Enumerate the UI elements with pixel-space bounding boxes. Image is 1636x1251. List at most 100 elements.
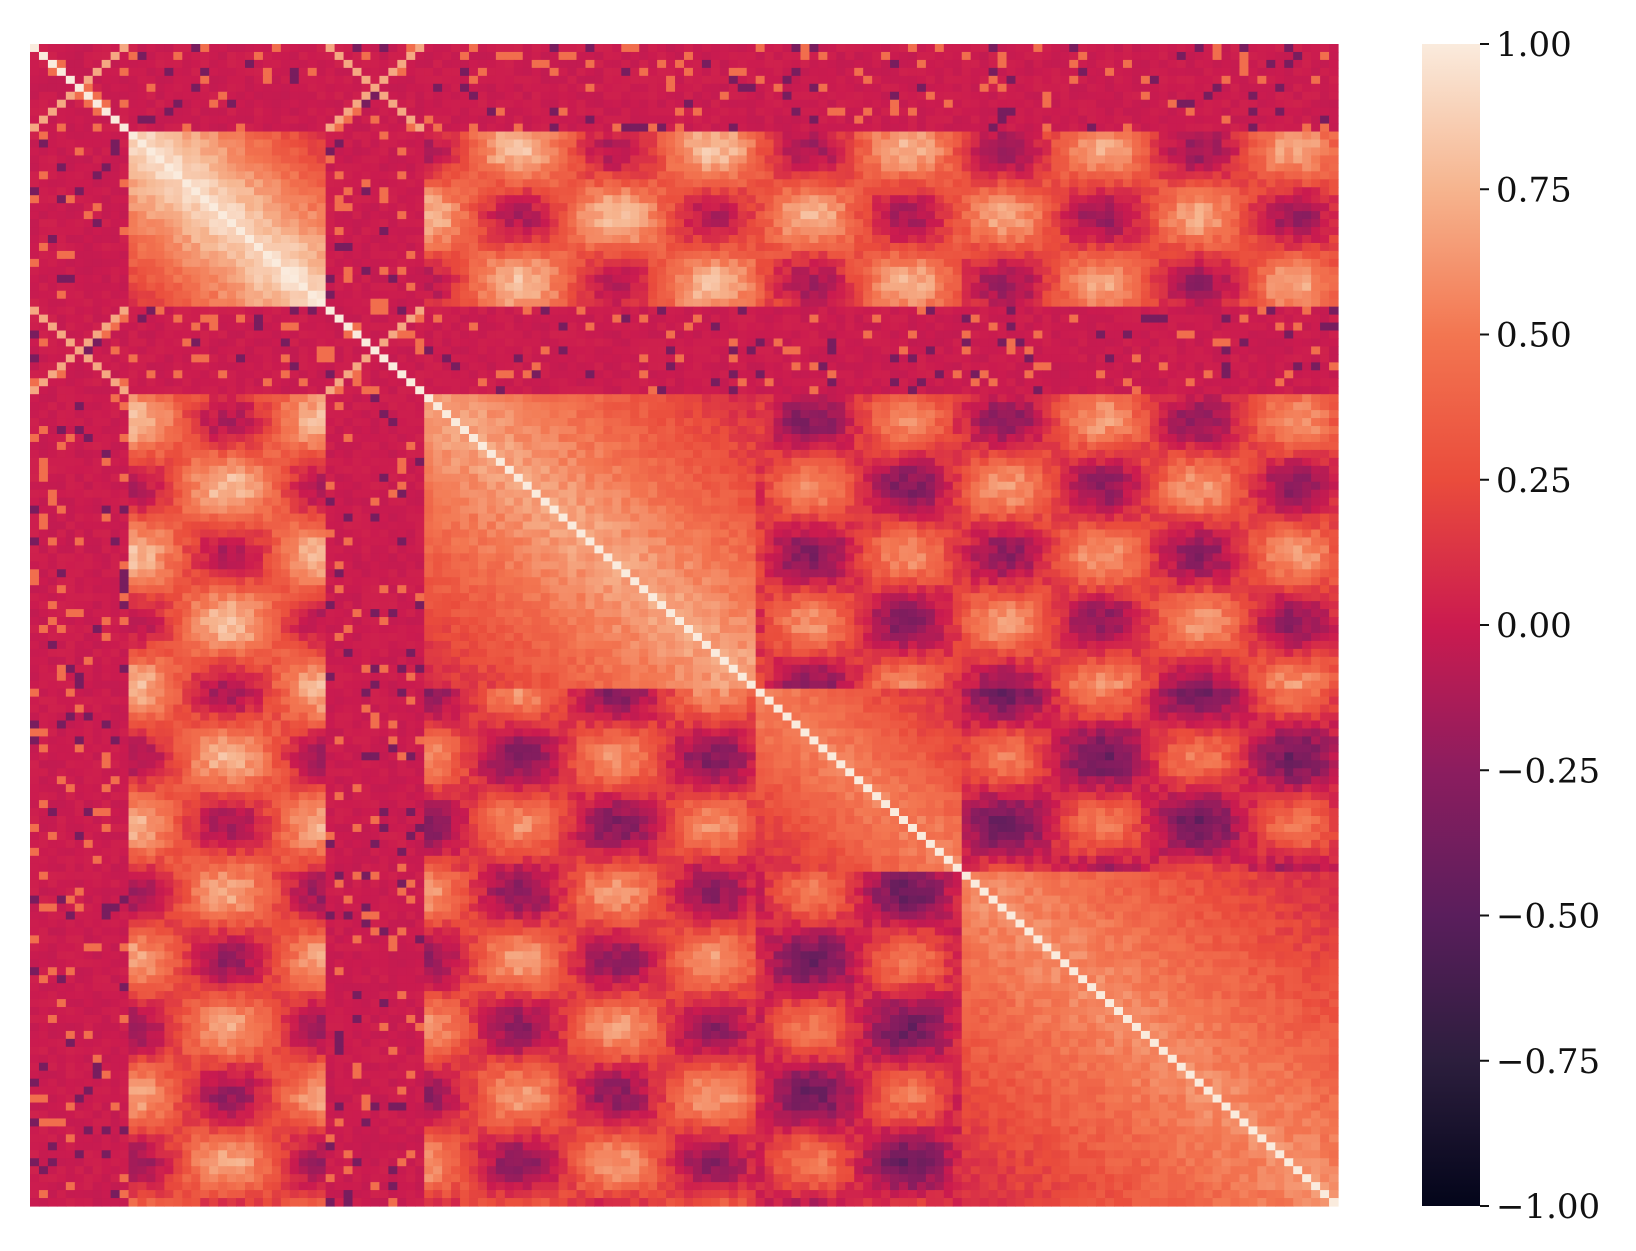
heatmap-cell [504,219,515,228]
heatmap-cell [916,155,927,164]
heatmap-cell [692,266,703,276]
heatmap-cell [952,290,963,300]
heatmap-cell [47,163,58,172]
heatmap-cell [343,147,354,157]
heatmap-cell [1203,67,1214,77]
heatmap-cell [218,107,228,117]
heatmap-cell [1060,131,1070,141]
heatmap-cell [585,258,596,268]
heatmap-cell [890,123,900,133]
heatmap-cell [899,83,909,93]
heatmap-cell [245,115,255,125]
heatmap-cell [558,91,569,101]
heatmap-cell [827,107,837,117]
heatmap-cell [1158,75,1169,85]
heatmap-cell [701,147,712,157]
heatmap-cell [245,282,255,292]
heatmap-cell [343,274,354,284]
heatmap-cell [245,219,255,228]
heatmap-cell [567,155,578,164]
heatmap-cell [621,139,631,149]
heatmap-cell [1221,131,1232,141]
heatmap-cell [245,131,255,141]
heatmap-cell [262,59,273,69]
heatmap-cell [495,147,506,157]
heatmap-cell [916,179,927,188]
heatmap-cell [307,163,318,172]
heatmap-cell [952,171,963,180]
heatmap-cell [182,179,192,188]
heatmap-cell [406,290,416,300]
heatmap-cell [513,51,524,61]
heatmap-cell [1033,99,1043,109]
heatmap-cell [692,306,703,316]
heatmap-cell [827,211,837,220]
heatmap-cell [863,250,873,260]
heatmap-cell [1239,195,1250,204]
heatmap-cell [280,155,291,164]
heatmap-cell [92,187,103,196]
heatmap-cell [827,179,837,188]
heatmap-cell [1302,107,1312,117]
heatmap-cell [988,83,999,93]
heatmap-cell [836,219,846,228]
heatmap-cell [1006,75,1017,85]
heatmap-cell [1248,99,1258,109]
heatmap-cell [791,139,802,149]
heatmap-cell [701,155,712,164]
heatmap-cell [83,99,94,109]
heatmap-cell [298,51,309,61]
heatmap-cell [791,83,802,93]
heatmap-cell [621,219,631,228]
heatmap-cell [1060,67,1070,77]
heatmap-cell [809,107,819,117]
heatmap-cell [818,298,828,308]
heatmap-cell [513,139,524,149]
heatmap-cell [298,59,309,69]
heatmap-cell [800,171,811,180]
heatmap-cell [468,235,479,244]
heatmap-cell [1320,99,1330,109]
heatmap-cell [442,298,452,308]
heatmap-cell [755,99,766,109]
heatmap-cell [603,219,613,228]
heatmap-cell [621,282,631,292]
heatmap-cell [1149,123,1160,133]
heatmap-cell [1311,51,1321,61]
heatmap-cell [495,195,506,204]
heatmap-cell [460,242,470,252]
heatmap-cell [110,171,121,180]
heatmap-cell [182,67,192,77]
heatmap-cell [836,242,846,252]
heatmap-cell [1203,123,1214,133]
heatmap-cell [925,274,936,284]
heatmap-cell [1302,227,1312,236]
heatmap-cell [307,282,318,292]
heatmap-cell [1069,163,1079,172]
heatmap-cell [442,163,452,172]
heatmap-cell [74,155,85,164]
heatmap-cell [1024,171,1034,180]
heatmap-cell [934,250,945,260]
heatmap-cell [1006,203,1017,212]
heatmap-cell [1158,187,1169,196]
heatmap-cell [155,298,165,308]
heatmap-cell [397,250,407,260]
heatmap-cell [621,298,631,308]
heatmap-cell [1078,107,1088,117]
heatmap-cell [791,155,802,164]
heatmap-cell [1329,235,1339,244]
heatmap-cell [271,242,282,252]
heatmap-cell [925,131,936,141]
heatmap-cell [746,298,757,308]
heatmap-cell [1158,282,1169,292]
heatmap-cell [468,139,479,149]
heatmap-cell [83,107,94,117]
heatmap-cell [289,171,300,180]
heatmap-cell [540,235,551,244]
heatmap-cell [728,139,739,149]
heatmap-cell [809,123,819,133]
heatmap-cell [209,219,219,228]
heatmap-cell [1311,250,1321,260]
